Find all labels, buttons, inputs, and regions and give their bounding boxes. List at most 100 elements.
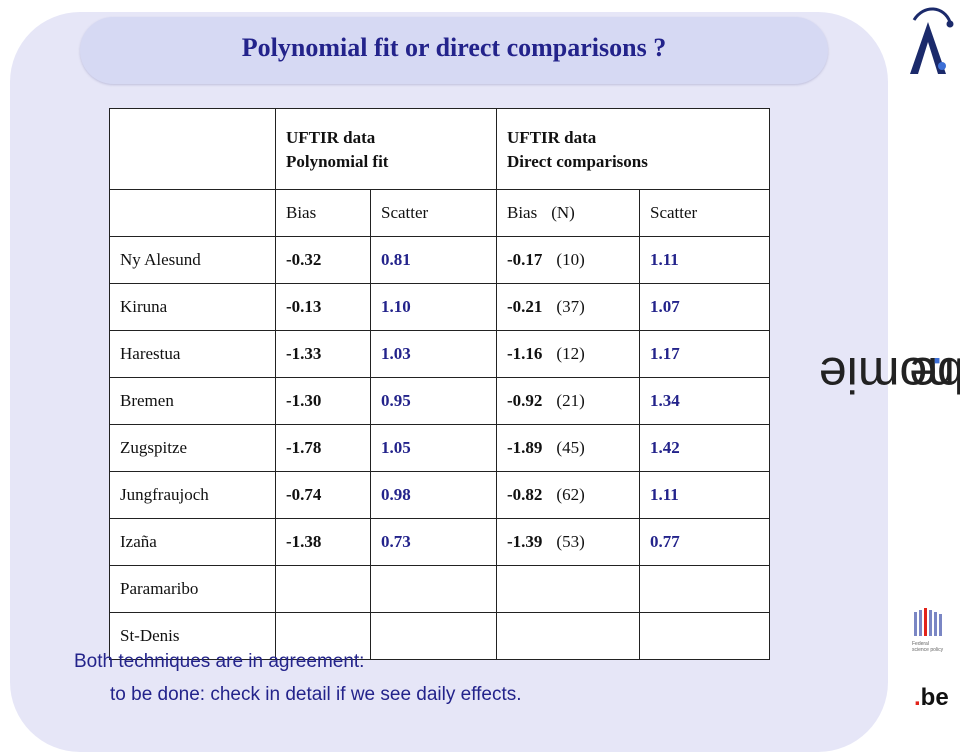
poly-bias-cell-value: -0.74 bbox=[286, 485, 322, 504]
poly-scatter-cell: 1.03 bbox=[370, 330, 497, 378]
bias-n-header: Bias (N) bbox=[496, 189, 640, 237]
dc-bias-value: -0.82 bbox=[507, 485, 543, 504]
aeronomie-brand-wordmark: aeronomie.be bbox=[819, 215, 960, 535]
dc-n-value bbox=[507, 579, 521, 598]
table-row: St-Denis bbox=[109, 612, 770, 660]
poly-scatter-cell: 0.81 bbox=[370, 236, 497, 284]
dc-n-value: (10) bbox=[556, 250, 585, 269]
dc-scatter-cell bbox=[639, 612, 770, 660]
poly-scatter-cell-value: 1.05 bbox=[381, 438, 411, 457]
dc-bias-value: -0.92 bbox=[507, 391, 543, 410]
table-row: Izaña -1.38 0.73 -1.39 (53) 0.77 bbox=[109, 518, 770, 566]
table-row: Bremen -1.30 0.95 -0.92 (21) 1.34 bbox=[109, 377, 770, 425]
fed-line2: science policy bbox=[912, 647, 944, 653]
dc-scatter-cell: 1.17 bbox=[639, 330, 770, 378]
site-cell-value: Kiruna bbox=[120, 297, 168, 316]
be-logo-text: be bbox=[920, 684, 949, 711]
site-cell: St-Denis bbox=[109, 612, 276, 660]
comparison-table: UFTIR data Polynomial fit UFTIR data Dir… bbox=[109, 108, 770, 660]
site-cell-value: Jungfraujoch bbox=[120, 485, 209, 504]
poly-bias-cell: -1.33 bbox=[275, 330, 371, 378]
table-row: Paramaribo bbox=[109, 565, 770, 613]
poly-bias-cell-value: -0.13 bbox=[286, 297, 322, 316]
poly-scatter-cell: 1.05 bbox=[370, 424, 497, 472]
poly-bias-cell: -1.30 bbox=[275, 377, 371, 425]
poly-scatter-cell: 0.95 bbox=[370, 377, 497, 425]
site-cell-value: Paramaribo bbox=[120, 579, 199, 598]
dc-bias-cell bbox=[496, 565, 640, 613]
table-row: Ny Alesund -0.32 0.81 -0.17 (10) 1.11 bbox=[109, 236, 770, 284]
site-cell: Zugspitze bbox=[109, 424, 276, 472]
dc-bias-cell bbox=[496, 612, 640, 660]
poly-bias-cell: -1.38 bbox=[275, 518, 371, 566]
dc-scatter-cell-value: 1.42 bbox=[650, 438, 680, 457]
dc-n-value: (62) bbox=[556, 485, 585, 504]
dc-n-value bbox=[507, 626, 521, 645]
dc-scatter-cell bbox=[639, 565, 770, 613]
dc-n-value: (12) bbox=[556, 344, 585, 363]
dc-scatter-cell: 1.11 bbox=[639, 471, 770, 519]
dc-scatter-cell: 1.34 bbox=[639, 377, 770, 425]
dc-bias-cell: -0.21 (37) bbox=[496, 283, 640, 331]
dc-scatter-cell-value: 1.34 bbox=[650, 391, 680, 410]
brand-be: be bbox=[909, 347, 960, 403]
poly-bias-cell bbox=[275, 565, 371, 613]
poly-bias-cell-value: -1.38 bbox=[286, 532, 322, 551]
dc-bias-cell: -1.89 (45) bbox=[496, 424, 640, 472]
poly-bias-cell-value: -1.30 bbox=[286, 391, 322, 410]
dc-bias-cell: -0.82 (62) bbox=[496, 471, 640, 519]
poly-bias-cell: -0.32 bbox=[275, 236, 371, 284]
empty-sub-cell bbox=[109, 189, 276, 237]
be-logo: .be bbox=[914, 684, 949, 712]
site-cell-value: Ny Alesund bbox=[120, 250, 201, 269]
site-cell: Jungfraujoch bbox=[109, 471, 276, 519]
empty-corner-cell bbox=[109, 108, 276, 190]
table-row: Zugspitze -1.78 1.05 -1.89 (45) 1.42 bbox=[109, 424, 770, 472]
poly-bias-cell: -1.78 bbox=[275, 424, 371, 472]
dc-scatter-cell: 1.11 bbox=[639, 236, 770, 284]
page-title: Polynomial fit or direct comparisons ? bbox=[241, 33, 667, 62]
site-cell-value: St-Denis bbox=[120, 626, 180, 645]
dc-bias-value: -0.21 bbox=[507, 297, 543, 316]
dc-scatter-cell: 0.77 bbox=[639, 518, 770, 566]
dc-scatter-cell-value: 1.17 bbox=[650, 344, 680, 363]
title-banner bbox=[80, 17, 828, 84]
table-row: Harestua -1.33 1.03 -1.16 (12) 1.17 bbox=[109, 330, 770, 378]
poly-scatter-cell: 1.10 bbox=[370, 283, 497, 331]
poly-scatter-cell-value: 1.03 bbox=[381, 344, 411, 363]
site-cell: Paramaribo bbox=[109, 565, 276, 613]
dc-header-line1: UFTIR data bbox=[507, 128, 597, 147]
be-logo-dot: . bbox=[914, 684, 921, 711]
dc-bias-cell: -1.16 (12) bbox=[496, 330, 640, 378]
poly-scatter-cell-value: 0.73 bbox=[381, 532, 411, 551]
dc-n-value: (45) bbox=[556, 438, 585, 457]
polynomial-fit-header: UFTIR data Polynomial fit bbox=[275, 108, 497, 190]
bias-header: Bias bbox=[275, 189, 371, 237]
federal-science-policy-label: Federal science policy bbox=[912, 641, 956, 653]
poly-scatter-cell: 0.98 bbox=[370, 471, 497, 519]
scatter2-header: Scatter bbox=[639, 189, 770, 237]
poly-bias-cell-value: -0.32 bbox=[286, 250, 322, 269]
site-cell-value: Izaña bbox=[120, 532, 157, 551]
dc-bias-cell: -1.39 (53) bbox=[496, 518, 640, 566]
poly-bias-cell: -0.74 bbox=[275, 471, 371, 519]
poly-bias-cell-value: -1.78 bbox=[286, 438, 322, 457]
site-cell: Izaña bbox=[109, 518, 276, 566]
poly-bias-cell: -0.13 bbox=[275, 283, 371, 331]
poly-scatter-cell-value: 0.98 bbox=[381, 485, 411, 504]
table-row: Kiruna -0.13 1.10 -0.21 (37) 1.07 bbox=[109, 283, 770, 331]
site-cell: Harestua bbox=[109, 330, 276, 378]
dc-bias-value: -1.39 bbox=[507, 532, 543, 551]
direct-comparisons-header: UFTIR data Direct comparisons bbox=[496, 108, 770, 190]
sub-header-row: Bias Scatter Bias (N) Scatter bbox=[109, 189, 770, 237]
dc-n-value: (53) bbox=[556, 532, 585, 551]
footer-line-1: Both techniques are in agreement: bbox=[74, 651, 365, 672]
federal-science-policy-logo-icon bbox=[914, 608, 942, 636]
bias-n-header-label: Bias bbox=[507, 203, 538, 222]
poly-scatter-cell bbox=[370, 565, 497, 613]
dc-scatter-cell: 1.07 bbox=[639, 283, 770, 331]
poly-header-line1: UFTIR data bbox=[286, 128, 376, 147]
table-row: Jungfraujoch -0.74 0.98 -0.82 (62) 1.11 bbox=[109, 471, 770, 519]
poly-scatter-cell-value: 0.95 bbox=[381, 391, 411, 410]
poly-scatter-cell bbox=[370, 612, 497, 660]
